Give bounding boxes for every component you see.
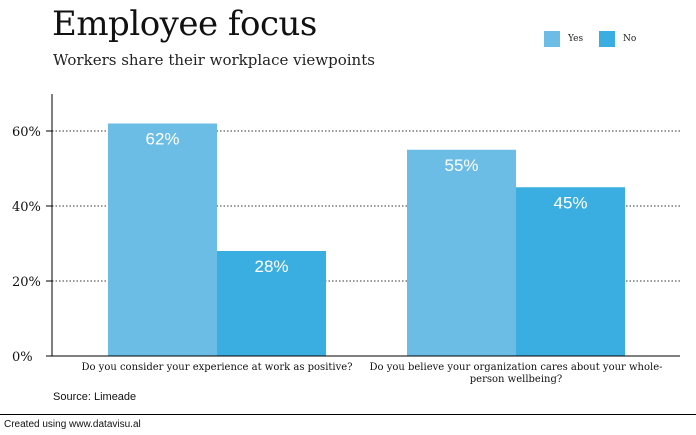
bar-no-2 — [516, 187, 625, 356]
legend-swatch-no — [599, 31, 615, 47]
bar-chart: 0% 20% 40% 60% 62% 28% Do you consider your ex… — [12, 94, 680, 385]
footer-divider — [0, 414, 696, 415]
bar-no-1 — [217, 251, 326, 356]
category-label-line: Do you consider your experience at work … — [81, 362, 352, 373]
y-tick-label: 20% — [12, 275, 41, 290]
legend-swatch-yes — [544, 31, 560, 47]
footer-credit: Created using www.datavisu.al — [4, 419, 141, 430]
y-tick-label: 40% — [12, 200, 41, 215]
y-tick-label: 60% — [12, 125, 41, 140]
data-label: 45% — [553, 193, 587, 212]
bar-yes-1 — [108, 123, 217, 356]
legend-label-yes: Yes — [568, 34, 584, 44]
bar-yes-2 — [407, 149, 516, 356]
legend-item-yes: Yes — [544, 31, 583, 47]
source-note: Source: Limeade — [53, 391, 137, 403]
data-label: 28% — [254, 257, 288, 276]
category-label-line: Do you believe your organization cares a… — [369, 362, 662, 373]
y-tick-label: 0% — [12, 350, 33, 365]
category-label: Do you believe your organization cares a… — [369, 362, 662, 385]
category-label: Do you consider your experience at work … — [81, 362, 352, 373]
data-label: 62% — [145, 130, 179, 149]
legend-label-no: No — [623, 34, 637, 44]
category-label-line: person wellbeing? — [470, 374, 562, 385]
chart-title: Employee focus — [52, 4, 317, 44]
data-label: 55% — [444, 156, 478, 175]
legend-item-no: No — [599, 31, 636, 47]
chart-subtitle: Workers share their workplace viewpoints — [53, 51, 375, 69]
